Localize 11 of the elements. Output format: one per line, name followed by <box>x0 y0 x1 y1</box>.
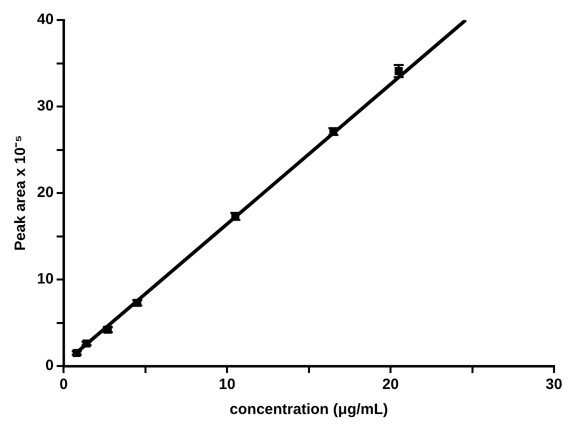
x-tick-label: 20 <box>382 376 399 394</box>
x-tick-label: 10 <box>218 376 236 394</box>
y-tick-label: 40 <box>36 11 54 28</box>
y-tick-label: 20 <box>36 184 54 202</box>
x-axis-title: concentration (μg/mL) <box>230 401 388 418</box>
x-tick-label: 0 <box>60 376 68 394</box>
y-axis-title: Peak area x 10⁻⁵ <box>12 135 30 251</box>
y-tick-label: 0 <box>45 357 54 374</box>
y-tick-label: 10 <box>36 270 54 288</box>
y-tick-label: 30 <box>36 98 54 115</box>
x-tick-label: 30 <box>546 376 562 394</box>
